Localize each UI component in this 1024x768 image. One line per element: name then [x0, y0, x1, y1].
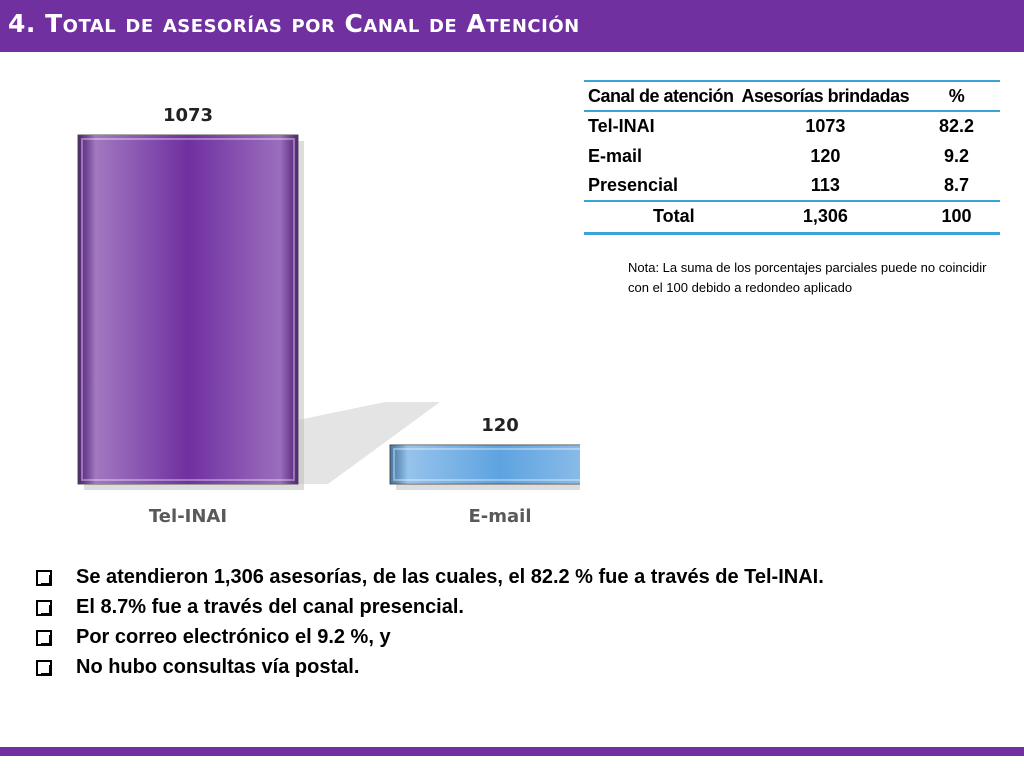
list-item-text: No hubo consultas vía postal.	[76, 656, 360, 678]
table-cell: Tel-INAI	[588, 116, 655, 136]
table-cell: Presencial	[588, 175, 679, 195]
data-label: 1073	[163, 105, 213, 126]
checkbox-bullet-icon	[36, 570, 52, 586]
table-cell: 1073	[805, 116, 846, 136]
table-total-label: Total	[652, 206, 695, 227]
table-row: E-mail 120 9.2	[584, 141, 1000, 171]
checkbox-bullet-icon	[36, 660, 52, 676]
table-cell: 120	[810, 145, 841, 166]
table-cell: 82.2	[939, 116, 975, 136]
table-total-row: Total 1,306 100	[584, 201, 1000, 233]
bar-highlight	[81, 138, 295, 481]
list-item: El 8.7% fue a través del canal presencia…	[34, 592, 994, 622]
bar-bevel	[390, 444, 580, 484]
list-item-text: Se atendieron 1,306 asesorías, de las cu…	[76, 566, 824, 588]
category-label: Tel-INAI	[149, 506, 227, 527]
table-note: Nota: La suma de los porcentajes parcial…	[628, 260, 987, 295]
list-item: Por correo electrónico el 9.2 %, y	[34, 622, 994, 652]
title-bar: 4. Total de asesorías por Canal de Atenc…	[0, 0, 1024, 52]
table-header: Asesorías brindadas	[741, 85, 910, 106]
table-cell: E-mail	[588, 145, 643, 166]
table-cell: 8.7	[944, 175, 970, 195]
table-row: Presencial 113 8.7	[584, 171, 1000, 201]
checkbox-bullet-icon	[36, 630, 52, 646]
bar-shadow	[298, 402, 440, 484]
table-header: Canal de atención	[588, 85, 734, 106]
table-header-row: Canal de atención Asesorías brindadas %	[584, 81, 1000, 111]
summary-table: Canal de atención Asesorías brindadas % …	[584, 80, 1000, 235]
bar-bevel	[78, 135, 298, 484]
bar-highlight	[393, 447, 580, 481]
list-item: Se atendieron 1,306 asesorías, de las cu…	[34, 562, 994, 592]
list-item-text: Por correo electrónico el 9.2 %, y	[76, 626, 391, 648]
table-total-value: 1,306	[802, 206, 848, 227]
slide-title: 4. Total de asesorías por Canal de Atenc…	[8, 9, 580, 38]
table-header: %	[948, 85, 965, 106]
table-total-percent: 100	[941, 206, 972, 227]
table-row: Tel-INAI 1073 82.2	[584, 111, 1000, 141]
table-cell: 113	[810, 175, 840, 195]
list-item: No hubo consultas vía postal.	[34, 652, 994, 682]
bullet-list: Se atendieron 1,306 asesorías, de las cu…	[34, 562, 994, 682]
data-label: 120	[481, 415, 519, 436]
bottom-bar	[0, 747, 1024, 756]
table-cell: 9.2	[944, 145, 970, 166]
checkbox-bullet-icon	[36, 600, 52, 616]
list-item-text: El 8.7% fue a través del canal presencia…	[76, 596, 464, 618]
category-label: E-mail	[468, 506, 531, 527]
